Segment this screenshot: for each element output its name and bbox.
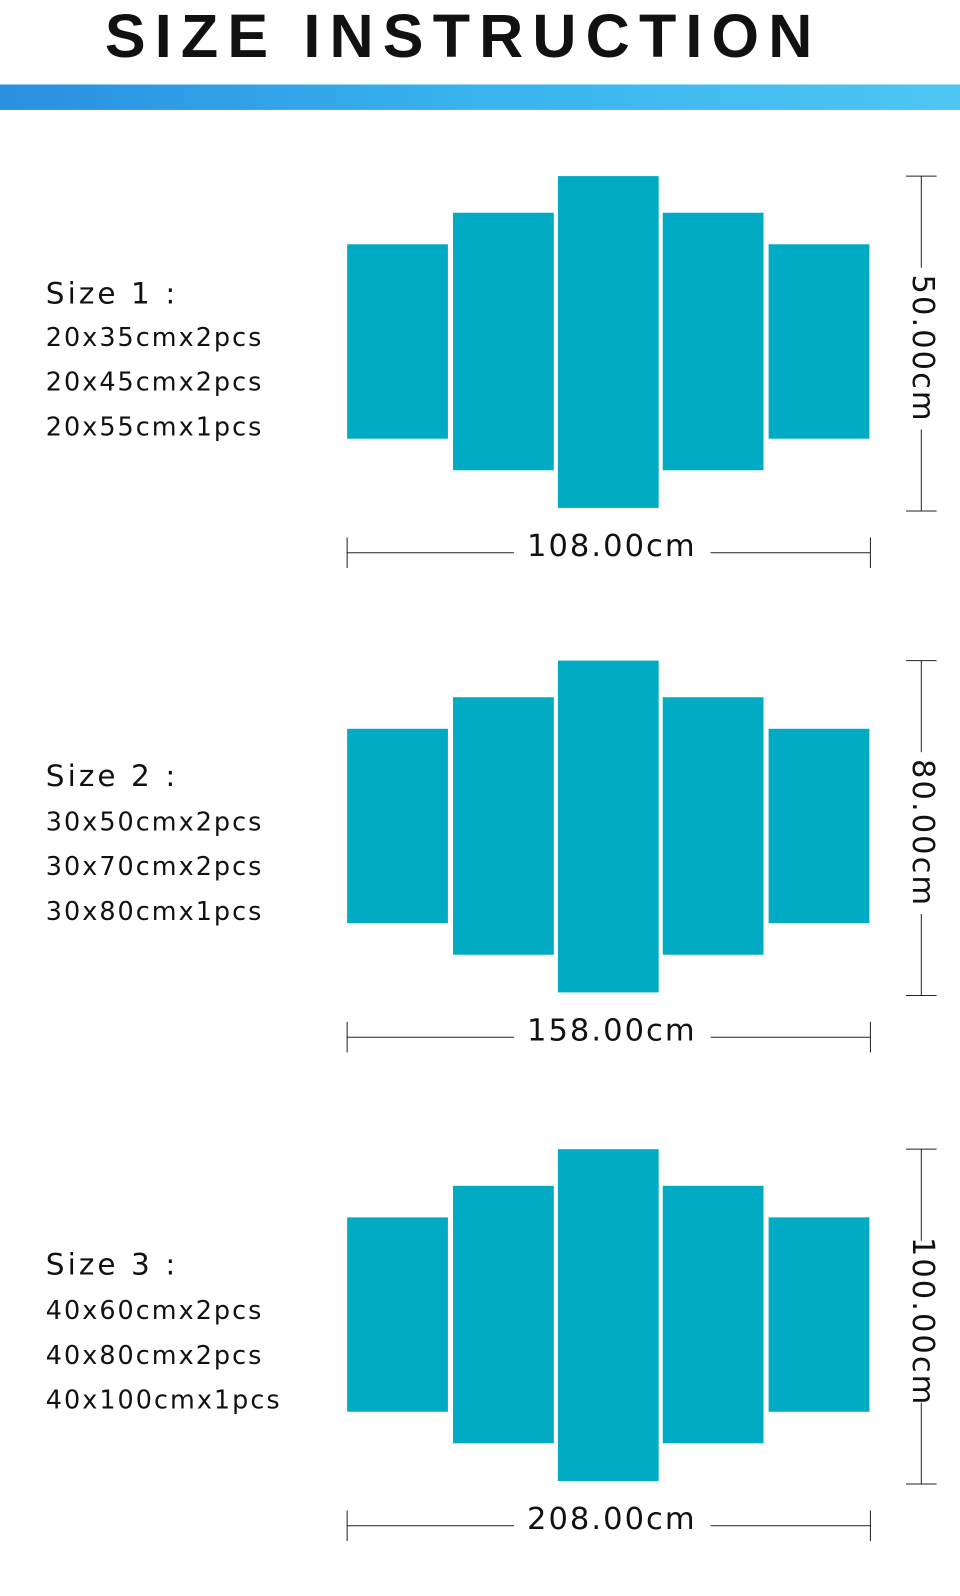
width-label: 108.00cm [527, 529, 697, 564]
panel [557, 1149, 659, 1481]
panel [768, 1217, 870, 1412]
panel [662, 1185, 764, 1444]
size-line: 20x35cmx2pcs [46, 322, 264, 352]
panel [557, 176, 659, 508]
size-label: Size 1 : [46, 277, 179, 311]
panel [347, 1217, 448, 1412]
size-line: 40x100cmx1pcs [46, 1385, 282, 1415]
height-label: 80.00cm [905, 759, 940, 907]
size-line: 30x80cmx1pcs [46, 896, 264, 926]
height-label: 100.00cm [905, 1237, 940, 1407]
size-line: 30x70cmx2pcs [46, 851, 264, 881]
panel [662, 212, 764, 471]
panel [347, 728, 448, 924]
panel [768, 728, 870, 924]
panel [557, 660, 659, 993]
title-band [0, 84, 960, 110]
width-label: 208.00cm [527, 1502, 697, 1537]
panel [768, 244, 870, 439]
panel [453, 1185, 554, 1444]
size-label: Size 2 : [46, 759, 179, 793]
size-label: Size 3 : [46, 1248, 179, 1282]
width-label: 158.00cm [527, 1014, 697, 1049]
height-label: 50.00cm [905, 275, 940, 423]
size-line: 20x45cmx2pcs [46, 367, 264, 397]
panel [453, 212, 554, 471]
panel [347, 244, 448, 439]
title: SIZE INSTRUCTION [105, 2, 822, 70]
size-line: 40x80cmx2pcs [46, 1340, 264, 1370]
panel [662, 697, 764, 955]
size-line: 30x50cmx2pcs [46, 806, 264, 836]
size-line: 20x55cmx1pcs [46, 412, 264, 442]
size-line: 40x60cmx2pcs [46, 1295, 264, 1325]
panel [453, 697, 554, 955]
